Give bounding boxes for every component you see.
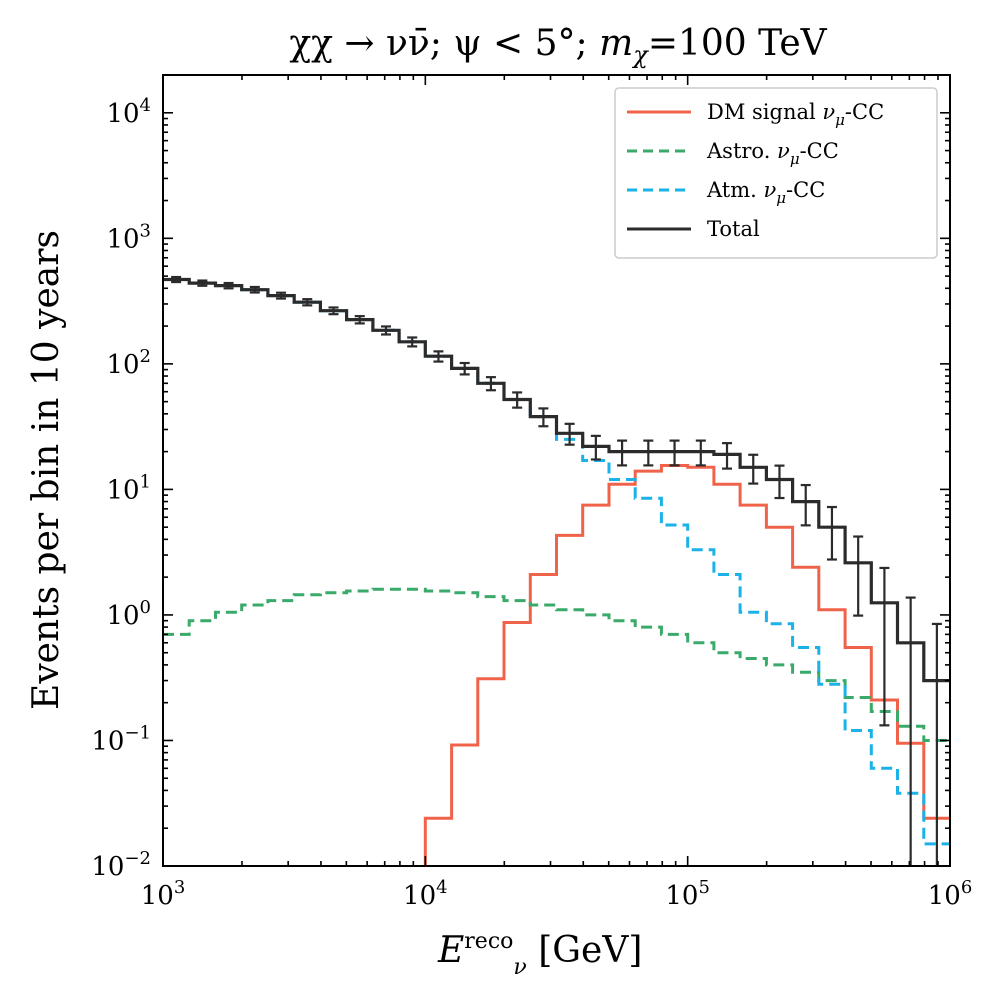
total-error-bars: [171, 275, 942, 866]
title-text: χχ → νν̄; ψ < 5°; mχ=100 TeV: [289, 23, 827, 69]
dm-signal-line: [423, 464, 950, 866]
y-tick-label: 100: [106, 597, 151, 631]
plot-frame: [162, 74, 951, 867]
legend-box: [614, 87, 938, 259]
x-tick-label: 104: [403, 877, 448, 911]
axes: 103 104 105 106 10−2 10−1 100 101 102 103 104 Ereco…: [26, 74, 973, 980]
legend-label: DM signal νμ-CC: [707, 100, 884, 129]
astro-line: [163, 587, 950, 742]
x-axis-label: Erecoν [GeV]: [437, 929, 642, 980]
y-tick-label: 102: [106, 346, 151, 380]
legend-label: Total: [707, 217, 760, 241]
y-axis-label: Events per bin in 10 years: [26, 230, 67, 710]
legend-entry-total: Total: [627, 217, 760, 241]
legend-label: Atm. νμ-CC: [706, 178, 825, 207]
x-tick-label: 105: [665, 877, 710, 911]
plot-area: [163, 275, 950, 866]
ticks: [162, 74, 951, 867]
legend-entry-dm-signal: DM signal νμ-CC: [627, 100, 884, 129]
legend-entry-astro: Astro. νμ-CC: [627, 139, 839, 168]
x-tick-label: 106: [928, 877, 973, 911]
legend-entry-atm: Atm. νμ-CC: [627, 178, 825, 207]
series-group: [163, 275, 950, 866]
y-tick-label: 103: [106, 220, 151, 254]
y-tick-label: 104: [106, 95, 151, 129]
legend-label: Astro. νμ-CC: [706, 139, 839, 168]
y-tick-label: 10−1: [91, 722, 151, 756]
y-tick-label: 101: [106, 471, 151, 505]
total-line: [163, 277, 950, 683]
chart-title: χχ → νν̄; ψ < 5°; mχ=100 TeV: [289, 23, 827, 69]
x-tick-label: 103: [141, 877, 186, 911]
legend: DM signal νμ-CC Astro. νμ-CC Atm. νμ-CC Tot…: [614, 87, 938, 259]
y-tick-label: 10−2: [91, 848, 151, 882]
